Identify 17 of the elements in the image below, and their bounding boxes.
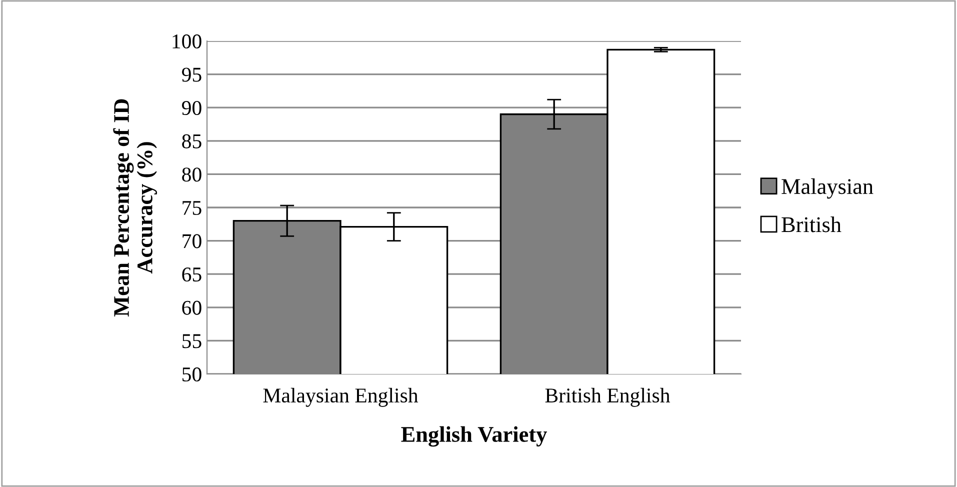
y-axis-title: Mean Percentage of ID Accuracy (%) bbox=[113, 99, 157, 316]
y-tick-label: 65 bbox=[182, 268, 202, 282]
y-tick-label: 95 bbox=[182, 68, 202, 82]
y-tick-label: 55 bbox=[182, 334, 202, 348]
legend-label: British bbox=[782, 216, 842, 232]
legend-label: Malaysian bbox=[782, 178, 874, 199]
x-axis-title: English Variety bbox=[401, 426, 547, 447]
y-tick-label: 50 bbox=[182, 367, 202, 382]
x-tick-label: British English bbox=[545, 388, 670, 407]
y-tick-label: 60 bbox=[182, 300, 202, 315]
y-tick-label: 100 bbox=[172, 34, 202, 48]
y-tick-label: 90 bbox=[182, 100, 202, 116]
y-tick-label: 80 bbox=[182, 168, 202, 182]
x-tick-label: Malaysian English bbox=[263, 388, 418, 407]
y-tick-label: 70 bbox=[182, 234, 202, 248]
y-tick-label: 85 bbox=[182, 134, 202, 148]
y-tick-label: 75 bbox=[182, 201, 202, 215]
